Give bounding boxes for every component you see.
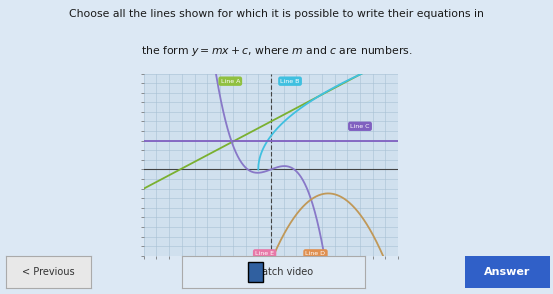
Text: Line E: Line E — [255, 251, 274, 256]
Text: Line C: Line C — [350, 124, 370, 129]
Text: Line B: Line B — [280, 79, 300, 84]
Text: Watch video: Watch video — [253, 267, 313, 277]
Text: Answer: Answer — [484, 267, 530, 277]
FancyBboxPatch shape — [248, 262, 263, 282]
Text: Choose all the lines shown for which it is possible to write their equations in: Choose all the lines shown for which it … — [69, 9, 484, 19]
Text: the form $y = mx + c$, where $m$ and $c$ are numbers.: the form $y = mx + c$, where $m$ and $c$… — [141, 44, 412, 58]
Text: Line D: Line D — [305, 251, 326, 256]
Text: Line A: Line A — [221, 79, 240, 84]
Text: < Previous: < Previous — [22, 267, 75, 277]
